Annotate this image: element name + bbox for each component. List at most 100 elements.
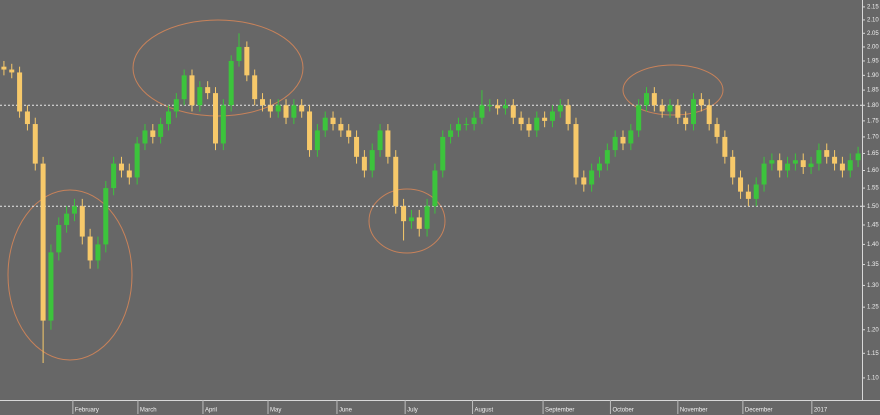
y-tick-label: 1.65 [867, 151, 879, 157]
candle-body [816, 150, 822, 164]
y-tick-label: 1.75 [867, 118, 879, 124]
y-tick-label: 1.55 [867, 186, 879, 192]
y-tick-label: 2.15 [867, 4, 879, 10]
candle-body [455, 124, 461, 131]
candle-body [165, 111, 171, 125]
candle-body [691, 99, 697, 125]
candle-body [683, 117, 689, 125]
candle-body [730, 156, 736, 178]
y-tick-label: 1.80 [867, 103, 879, 109]
candle-body [785, 163, 791, 171]
candle-body [393, 156, 399, 207]
candle-body [150, 130, 156, 137]
candle-body [173, 99, 179, 112]
candle-body [534, 117, 540, 131]
candle-body [761, 163, 767, 185]
candle-body [604, 150, 610, 164]
candle-body [142, 130, 148, 144]
x-tick-label: March [140, 408, 157, 414]
candle-body [126, 170, 132, 178]
candle-body [205, 87, 211, 94]
y-tick-label: 1.25 [867, 305, 879, 311]
candle-body [377, 130, 383, 151]
candle-body [291, 105, 297, 118]
candle-body [212, 93, 219, 144]
candle-body [706, 105, 712, 125]
candle-body [753, 184, 759, 199]
y-tick-label: 1.40 [867, 242, 879, 248]
candle-body [510, 105, 516, 118]
candle-body [628, 130, 634, 144]
candle-body [252, 75, 258, 100]
y-tick-label: 1.50 [867, 204, 879, 210]
candle-body [24, 111, 30, 125]
ellipse [368, 188, 446, 254]
candle-body [314, 130, 320, 151]
candle-body [32, 124, 38, 164]
candle-body [299, 105, 305, 112]
candle-body [792, 160, 798, 164]
y-tick-label: 1.85 [867, 88, 879, 94]
y-tick-label: 2.00 [867, 45, 879, 51]
y-tick-label: 1.35 [867, 262, 879, 268]
candle-body [612, 136, 618, 151]
candle-body [463, 124, 469, 126]
candle-body [346, 130, 352, 137]
candle-body [275, 105, 281, 112]
candle-body [487, 105, 493, 107]
candle-body [369, 150, 375, 171]
candle-body [589, 170, 595, 185]
candle-body [839, 163, 845, 171]
x-tick-label: November [680, 408, 708, 414]
candle-body [573, 124, 579, 178]
y-tick-label: 1.70 [867, 134, 879, 140]
candle-body [424, 206, 430, 229]
y-tick-label: 2.10 [867, 18, 879, 24]
candle-body [111, 163, 117, 189]
candle-body [855, 153, 861, 161]
candle-body [330, 117, 336, 125]
y-tick-label: 1.95 [867, 59, 879, 65]
candle-body [95, 244, 101, 261]
candle-body [87, 236, 93, 261]
x-tick-label: April [205, 408, 217, 414]
candle-body [542, 117, 548, 121]
x-tick-label: July [407, 408, 418, 414]
candle-body [518, 117, 524, 125]
candle-body [56, 224, 62, 253]
x-tick-label: December [745, 408, 773, 414]
candle-body [283, 105, 289, 118]
y-tick-label: 1.30 [867, 283, 879, 289]
candle-body [322, 117, 328, 131]
y-tick-label: 1.60 [867, 168, 879, 174]
candle-body [228, 60, 234, 106]
candle-body [197, 87, 203, 106]
candle-body [636, 105, 642, 131]
x-tick-label: August [475, 408, 494, 414]
candle-body [408, 217, 414, 222]
candle-body [738, 177, 744, 192]
x-tick-label: June [339, 408, 353, 414]
candle-body [675, 105, 681, 118]
x-tick-label: May [270, 408, 281, 414]
candle-body [824, 150, 830, 157]
candle-body [667, 105, 673, 112]
candle-body [220, 105, 226, 144]
candle-body [64, 213, 70, 225]
candle-body [620, 136, 626, 144]
candle-body [526, 124, 532, 131]
x-tick-label: February [75, 408, 99, 414]
candle-body [714, 124, 720, 137]
y-tick-label: 1.45 [867, 223, 879, 229]
candle-body [847, 160, 853, 171]
candle-body [9, 69, 15, 73]
x-tick-label: 2017 [814, 408, 828, 414]
candle-body [189, 75, 195, 106]
candle-body [471, 117, 477, 125]
candle-body [808, 163, 814, 168]
candle-body [479, 105, 485, 118]
y-tick-label: 1.15 [867, 351, 879, 357]
candle-body [385, 130, 391, 157]
